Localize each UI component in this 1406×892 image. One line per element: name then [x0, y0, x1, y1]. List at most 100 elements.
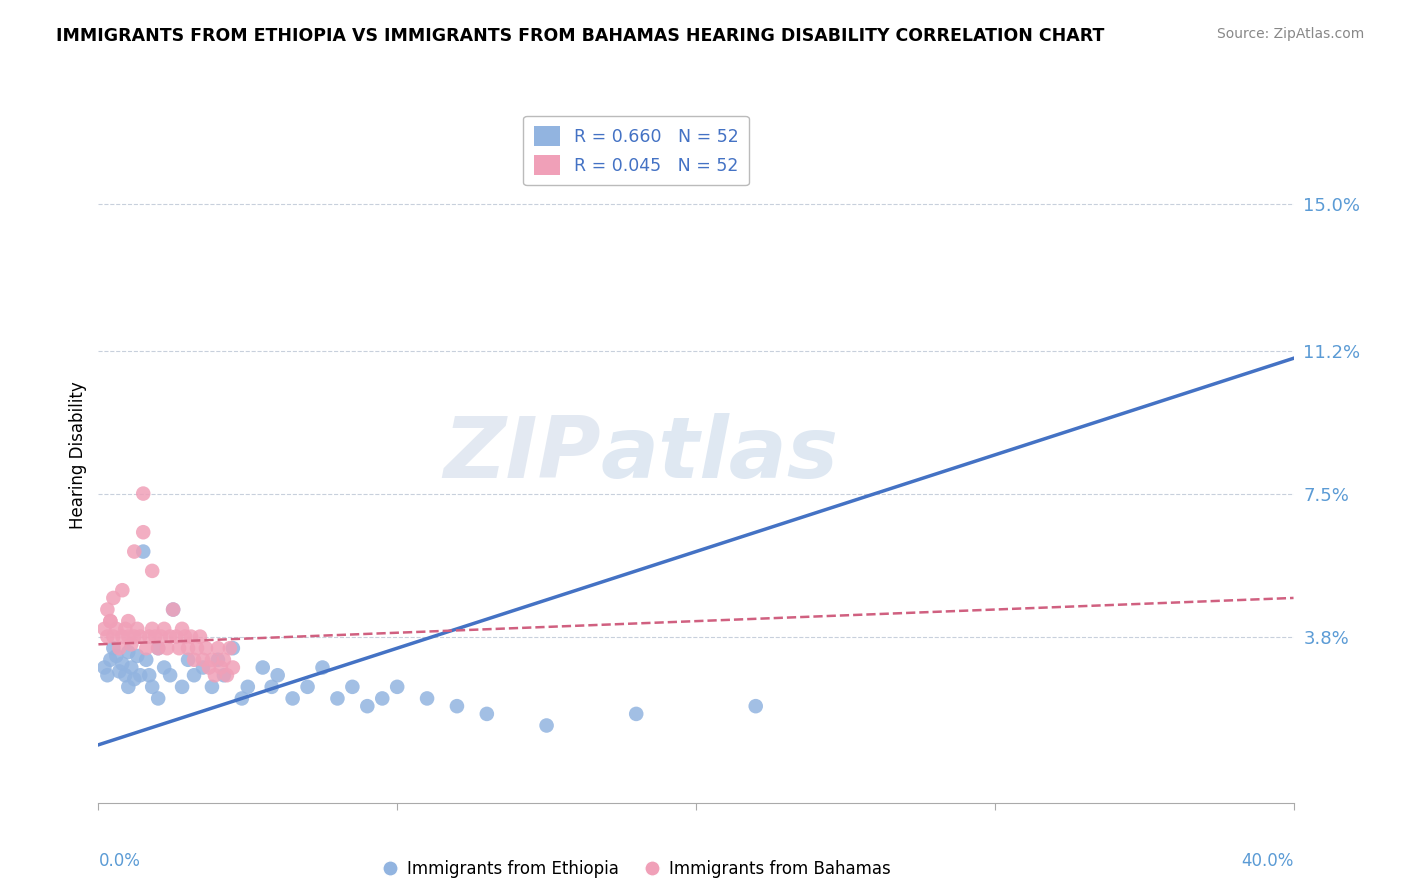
Point [117, 614, 139, 628]
Point [297, 680, 319, 694]
Point [326, 691, 349, 706]
Point [475, 706, 498, 721]
Point [114, 622, 136, 636]
Point [135, 653, 157, 667]
Point [124, 544, 146, 558]
Point [260, 680, 283, 694]
Point [132, 544, 155, 558]
Point [103, 641, 125, 656]
Point [150, 630, 173, 644]
Point [222, 641, 245, 656]
Text: 0.0%: 0.0% [98, 852, 141, 870]
Point [96, 602, 118, 616]
Point [117, 680, 139, 694]
Point [111, 583, 134, 598]
Point [156, 641, 179, 656]
Legend: Immigrants from Ethiopia, Immigrants from Bahamas: Immigrants from Ethiopia, Immigrants fro… [375, 854, 897, 885]
Point [222, 660, 245, 674]
Point [111, 630, 134, 644]
Point [371, 691, 394, 706]
Point [219, 641, 242, 656]
Text: Source: ZipAtlas.com: Source: ZipAtlas.com [1216, 27, 1364, 41]
Point [159, 668, 181, 682]
Point [117, 645, 139, 659]
Point [124, 630, 146, 644]
Point [356, 699, 378, 714]
Point [141, 680, 163, 694]
Point [103, 630, 125, 644]
Point [207, 653, 229, 667]
Point [117, 630, 139, 644]
Point [385, 680, 409, 694]
Point [103, 591, 125, 605]
Point [177, 641, 200, 656]
Point [231, 691, 253, 706]
Point [624, 706, 647, 721]
Point [204, 668, 226, 682]
Point [96, 630, 118, 644]
Point [172, 680, 194, 694]
Point [191, 660, 214, 674]
Point [98, 614, 122, 628]
Point [186, 641, 208, 656]
Point [135, 641, 157, 656]
Point [120, 660, 142, 674]
Point [114, 668, 136, 682]
Point [143, 630, 166, 644]
Point [183, 668, 205, 682]
Point [198, 660, 221, 674]
Point [96, 668, 118, 682]
Point [252, 660, 274, 674]
Point [98, 653, 122, 667]
Text: atlas: atlas [600, 413, 838, 497]
Point [177, 653, 200, 667]
Point [536, 718, 558, 732]
Point [120, 637, 142, 651]
Point [167, 641, 190, 656]
Point [207, 641, 229, 656]
Text: 40.0%: 40.0% [1241, 852, 1294, 870]
Point [236, 680, 259, 694]
Point [267, 668, 290, 682]
Point [132, 525, 155, 540]
Point [129, 668, 152, 682]
Point [127, 622, 149, 636]
Y-axis label: Hearing Disability: Hearing Disability [69, 381, 87, 529]
Point [194, 641, 218, 656]
Point [162, 602, 184, 616]
Point [745, 699, 768, 714]
Point [124, 672, 146, 686]
Point [172, 622, 194, 636]
Point [148, 641, 170, 656]
Point [148, 691, 170, 706]
Point [98, 614, 122, 628]
Point [188, 630, 211, 644]
Point [174, 630, 197, 644]
Point [153, 660, 176, 674]
Point [132, 486, 155, 500]
Point [105, 648, 128, 663]
Point [416, 691, 439, 706]
Point [141, 564, 163, 578]
Text: IMMIGRANTS FROM ETHIOPIA VS IMMIGRANTS FROM BAHAMAS HEARING DISABILITY CORRELATI: IMMIGRANTS FROM ETHIOPIA VS IMMIGRANTS F… [56, 27, 1105, 45]
Point [129, 630, 152, 644]
Point [209, 660, 232, 674]
Point [108, 641, 131, 656]
Point [93, 660, 115, 674]
Point [212, 653, 235, 667]
Point [201, 653, 224, 667]
Point [165, 630, 187, 644]
Text: ZIP: ZIP [443, 413, 600, 497]
Point [180, 630, 202, 644]
Point [281, 691, 304, 706]
Point [108, 665, 131, 679]
Point [342, 680, 364, 694]
Point [105, 622, 128, 636]
Point [153, 622, 176, 636]
Point [191, 653, 214, 667]
Point [446, 699, 468, 714]
Point [127, 648, 149, 663]
Point [93, 622, 115, 636]
Point [148, 641, 170, 656]
Point [138, 630, 160, 644]
